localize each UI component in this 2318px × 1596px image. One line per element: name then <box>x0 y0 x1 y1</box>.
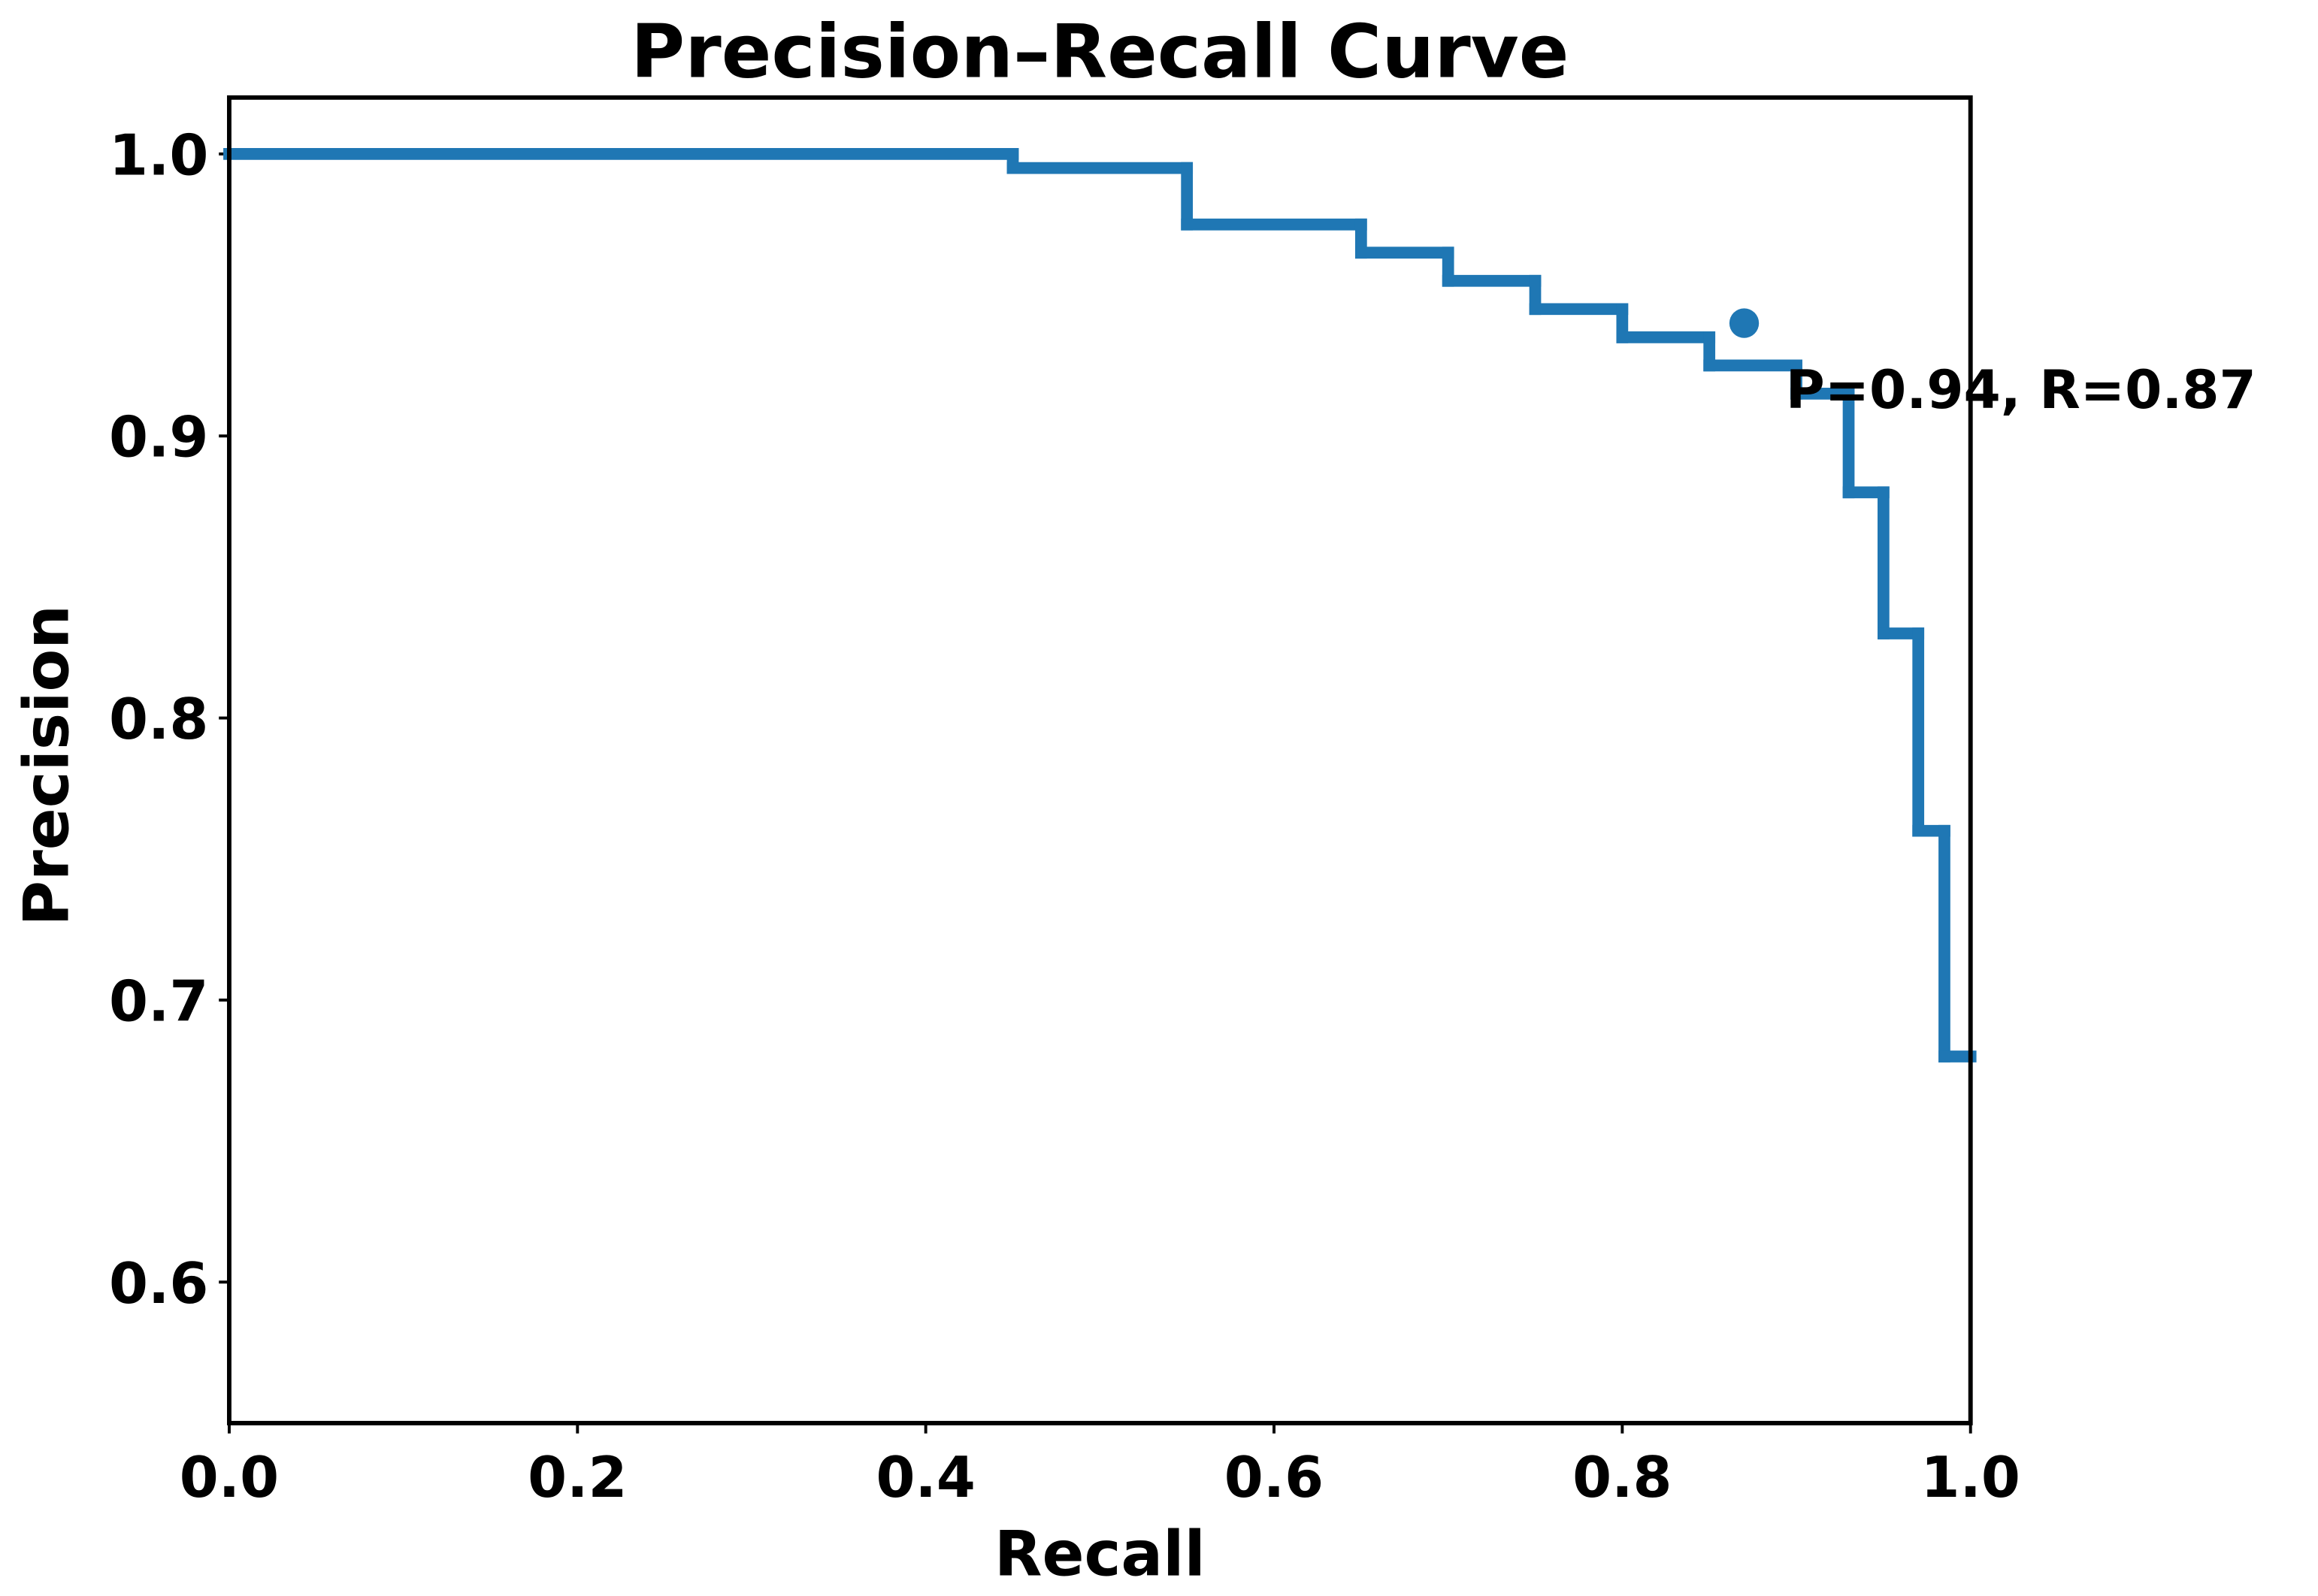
y-tick-label: 0.6 <box>109 1251 208 1316</box>
x-tick-label: 0.6 <box>1224 1445 1324 1510</box>
chart-title: Precision–Recall Curve <box>631 9 1569 95</box>
x-tick-label: 0.8 <box>1572 1445 1672 1510</box>
y-tick-label: 1.0 <box>109 122 208 188</box>
y-tick-label: 0.9 <box>109 405 208 470</box>
x-tick-label: 0.2 <box>528 1445 627 1510</box>
plot-frame <box>227 95 1973 1425</box>
point-annotation: P=0.94, R=0.87 <box>1786 358 2256 421</box>
y-tick-label: 0.7 <box>109 969 208 1034</box>
x-tick-label: 0.0 <box>180 1445 279 1510</box>
x-tick-label: 1.0 <box>1921 1445 2020 1510</box>
y-tick-label: 0.8 <box>109 687 208 752</box>
x-tick-label: 0.4 <box>876 1445 975 1510</box>
y-axis-label: Precision <box>11 605 83 926</box>
operating-point <box>1729 308 1760 338</box>
x-axis-label: Recall <box>994 1518 1206 1590</box>
